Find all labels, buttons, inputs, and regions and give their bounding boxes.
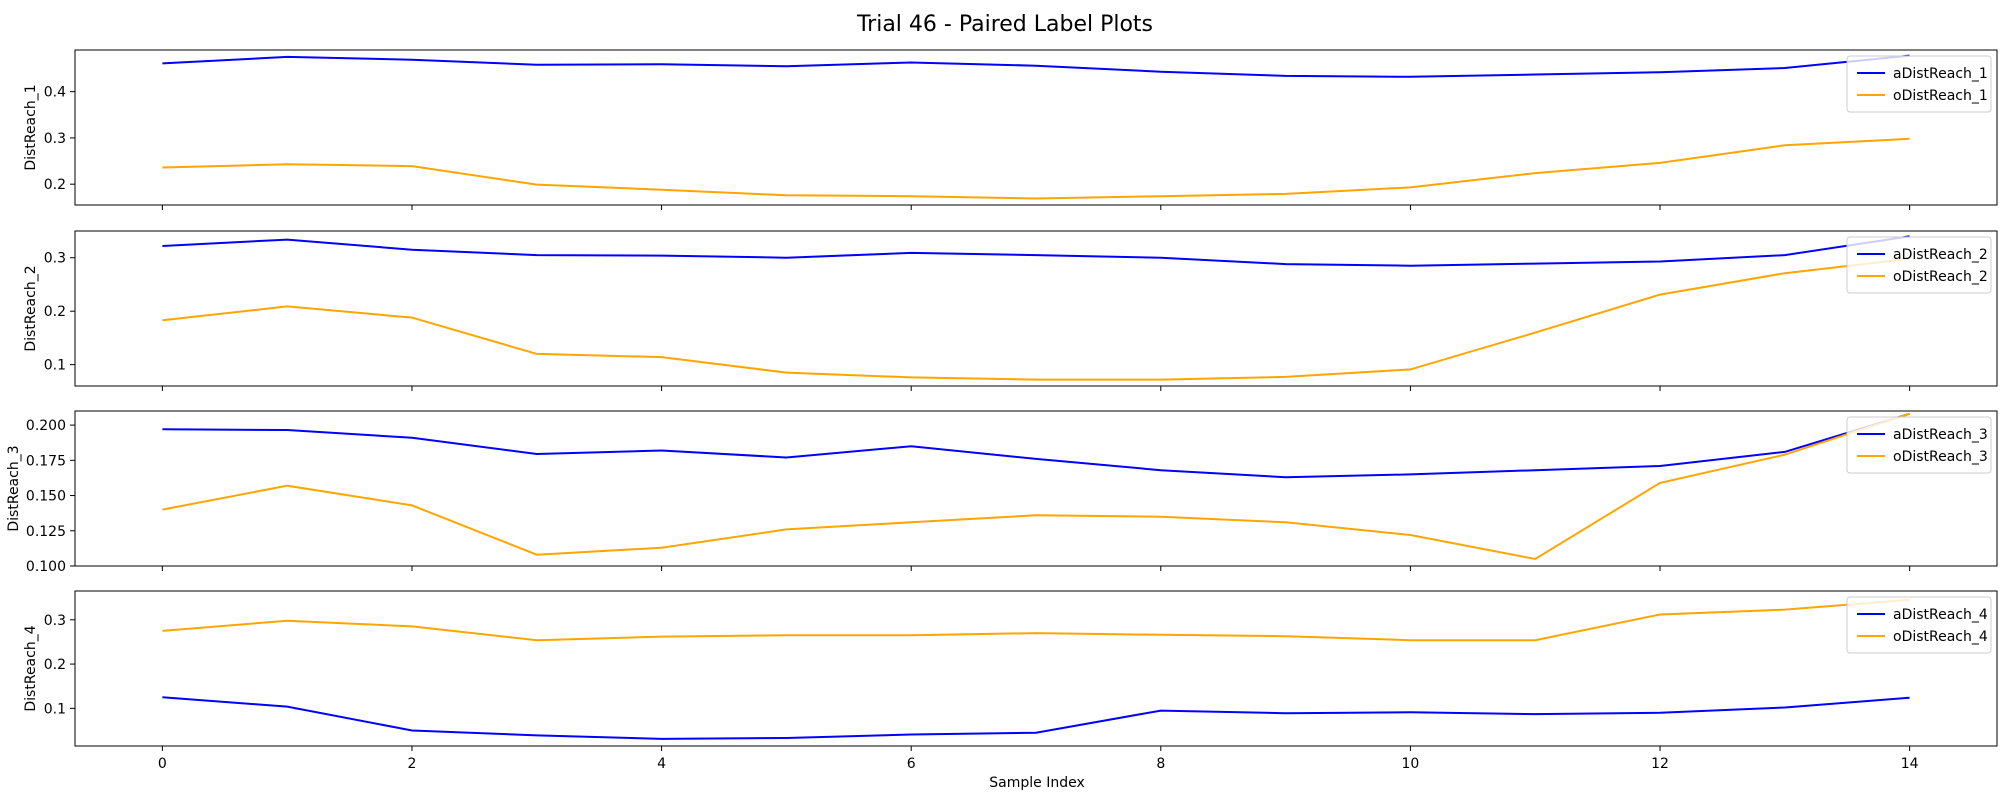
y-tick-label: 0.150 [26, 489, 66, 505]
x-tick-label: 10 [1402, 756, 1420, 772]
legend: aDistReach_2 oDistReach_2 [1846, 236, 1992, 294]
x-tick-label: 8 [1156, 756, 1165, 772]
subplot-4: 0 2 4 6 8 10 12 14 0.1 0.2 0.3 DistReach_4 aDistReac… [23, 590, 1998, 772]
legend-label: aDistReach_1 [1893, 66, 1988, 82]
y-tick-label: 0.1 [44, 701, 66, 717]
x-tick-label: 2 [408, 756, 417, 772]
series-line-aDistReach_3 [162, 412, 1910, 479]
axes-frame [74, 230, 1998, 387]
y-tick-label: 0.4 [44, 85, 66, 101]
y-tick-label: 0.3 [44, 251, 66, 267]
y-axis-label: DistReach_4 [23, 625, 39, 711]
y-tick-label: 0.3 [44, 131, 66, 147]
legend-frame [1846, 236, 1992, 294]
y-tick-label: 0.3 [44, 613, 66, 629]
x-tick-label: 0 [158, 756, 167, 772]
legend-label: oDistReach_2 [1893, 269, 1988, 285]
legend: aDistReach_3 oDistReach_3 [1846, 416, 1992, 474]
x-tick-label: 12 [1651, 756, 1669, 772]
legend: aDistReach_1 oDistReach_1 [1846, 55, 1992, 113]
axes-frame [74, 590, 1998, 747]
y-tick-label: 0.175 [26, 453, 66, 469]
legend-frame [1846, 416, 1992, 474]
y-axis-label: DistReach_2 [23, 265, 39, 351]
legend-label: aDistReach_2 [1893, 247, 1988, 263]
y-tick-label: 0.1 [44, 358, 66, 374]
legend-frame [1846, 596, 1992, 654]
series-line-oDistReach_4 [162, 598, 1910, 642]
legend-frame [1846, 55, 1992, 113]
subplot-panels: 0.2 0.3 0.4 DistReach_1 aDistReach_1 oDistRea… [6, 49, 1998, 772]
legend-label: oDistReach_1 [1893, 88, 1988, 104]
axes-frame [74, 49, 1998, 206]
legend-label: oDistReach_3 [1893, 449, 1988, 465]
y-tick-label: 0.100 [26, 559, 66, 575]
legend: aDistReach_4 oDistReach_4 [1846, 596, 1992, 654]
y-tick-label: 0.125 [26, 524, 66, 540]
x-axis-label: Sample Index [989, 775, 1084, 791]
y-axis-label: DistReach_3 [6, 445, 22, 531]
y-tick-label: 0.2 [44, 177, 66, 193]
y-axis-label: DistReach_1 [23, 84, 39, 170]
series-line-oDistReach_2 [162, 257, 1910, 381]
legend-label: aDistReach_4 [1893, 607, 1988, 623]
y-tick-label: 0.200 [26, 418, 66, 434]
series-line-aDistReach_4 [162, 696, 1910, 740]
series-line-aDistReach_1 [162, 54, 1910, 78]
x-tick-label: 6 [907, 756, 916, 772]
series-line-aDistReach_2 [162, 235, 1910, 267]
x-tick-label: 4 [657, 756, 666, 772]
x-tick-label: 14 [1901, 756, 1919, 772]
series-line-oDistReach_1 [162, 137, 1910, 200]
legend-label: aDistReach_3 [1893, 427, 1988, 443]
subplot-1: 0.2 0.3 0.4 DistReach_1 aDistReach_1 oDistRea… [23, 49, 1998, 210]
y-tick-label: 0.2 [44, 304, 66, 320]
axes-frame [74, 410, 1998, 567]
series-line-oDistReach_3 [162, 412, 1910, 561]
subplot-2: 0.1 0.2 0.3 DistReach_2 aDistReach_2 oDistRea… [23, 230, 1998, 391]
legend-label: oDistReach_4 [1893, 629, 1988, 645]
y-tick-label: 0.2 [44, 657, 66, 673]
figure-title: Trial 46 - Paired Label Plots [856, 12, 1153, 37]
